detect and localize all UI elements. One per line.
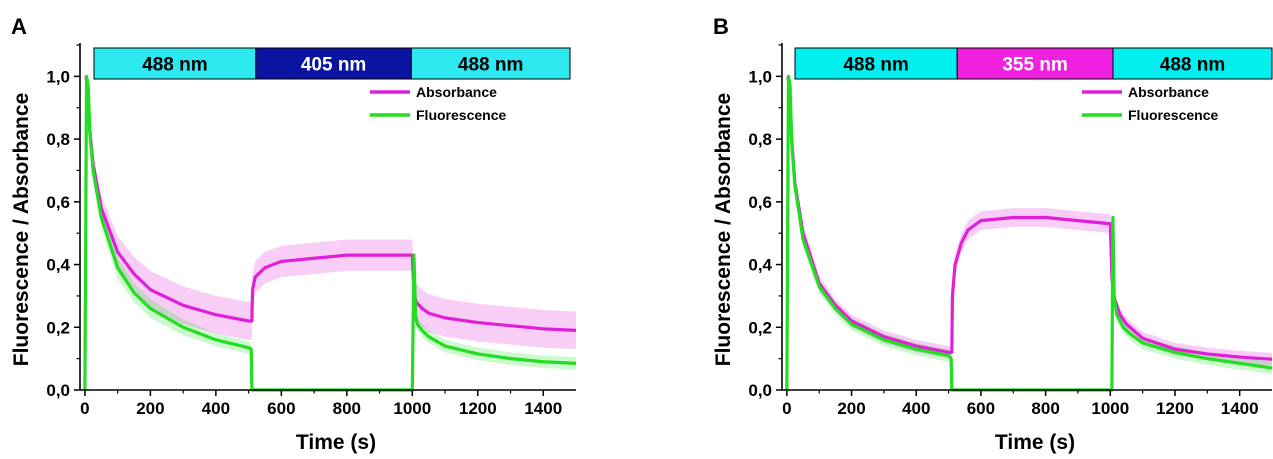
plot-area [785, 74, 1272, 392]
illumination-band [1112, 47, 1273, 80]
x-tick-label: 800 [333, 399, 361, 418]
x-tick-label: 1400 [524, 399, 562, 418]
illumination-band-label: 488 nm [843, 55, 908, 76]
x-tick-label: 1400 [1221, 399, 1259, 418]
y-tick-label: 1,0 [748, 67, 772, 86]
x-tick-label: 1000 [1091, 399, 1129, 418]
y-tick-label: 0,2 [748, 318, 772, 337]
x-tick-label: 0 [782, 399, 791, 418]
plot-area [83, 74, 576, 392]
illumination-band-label: 488 nm [1160, 55, 1225, 76]
x-tick-label: 200 [136, 399, 164, 418]
error-band-fluorescence [786, 76, 1272, 390]
series-line-fluorescence [785, 74, 1272, 392]
y-tick-label: 0,6 [748, 193, 772, 212]
y-axis-title: Fluorescence / Absorbance [10, 93, 33, 366]
illumination-band-label: 405 nm [301, 55, 366, 76]
x-axis-title: Time (s) [995, 431, 1075, 454]
illumination-band [255, 47, 412, 80]
legend-label: Fluorescence [1128, 107, 1218, 123]
y-tick-label: 1,0 [46, 67, 70, 86]
x-tick-label: 400 [202, 399, 230, 418]
illumination-band [794, 47, 958, 80]
y-tick-label: 0,8 [748, 130, 772, 149]
legend-label: Fluorescence [416, 107, 506, 123]
legend-label: Absorbance [1128, 84, 1209, 100]
x-tick-label: 1000 [393, 399, 431, 418]
y-tick-label: 0,2 [46, 318, 70, 337]
x-tick-label: 400 [902, 399, 930, 418]
x-tick-label: 200 [837, 399, 865, 418]
panel-letter: A [11, 14, 27, 39]
error-band-absorbance [85, 76, 576, 350]
chart-panel-a: A 0 200 400 600 800 1000 1200 1400 0,0 0,2 0,4 0,6 0,… [10, 14, 576, 454]
illumination-band-label: 355 nm [1002, 55, 1067, 76]
legend-label: Absorbance [416, 84, 497, 100]
illumination-band [956, 47, 1114, 80]
x-tick-label: 1200 [1156, 399, 1194, 418]
illumination-band-label: 488 nm [142, 55, 207, 76]
y-tick-label: 0,6 [46, 193, 70, 212]
x-tick-label: 800 [1031, 399, 1059, 418]
chart-panel-b: B 0 200 400 600 800 1000 1200 1400 0,0 0,2 0,4 0,6 0,… [712, 14, 1273, 454]
error-band-absorbance [787, 76, 1272, 366]
illumination-band [410, 47, 571, 80]
y-tick-label: 0,8 [46, 130, 70, 149]
x-tick-label: 0 [80, 399, 89, 418]
x-axis-title: Time (s) [296, 431, 376, 454]
y-tick-label: 0,4 [46, 256, 70, 275]
illumination-band-label: 488 nm [458, 55, 523, 76]
y-tick-label: 0,4 [748, 256, 772, 275]
x-tick-label: 600 [267, 399, 295, 418]
y-tick-label: 0,0 [748, 381, 772, 400]
y-tick-label: 0,0 [46, 381, 70, 400]
y-axis-title: Fluorescence / Absorbance [712, 93, 735, 366]
series-line-absorbance [84, 76, 576, 333]
x-tick-label: 600 [967, 399, 995, 418]
panel-letter: B [713, 14, 729, 39]
x-tick-label: 1200 [459, 399, 497, 418]
illumination-band [93, 47, 257, 80]
